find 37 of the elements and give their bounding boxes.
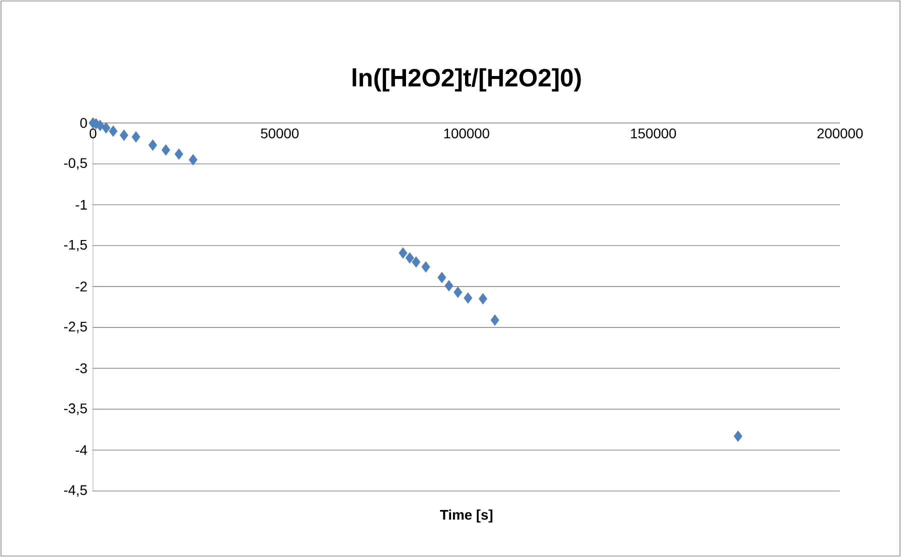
point — [412, 256, 420, 268]
point — [174, 148, 184, 160]
y-tick-label: -2 — [76, 282, 87, 292]
point — [405, 252, 414, 264]
y-tick-label: -3 — [76, 363, 87, 374]
point — [132, 131, 140, 143]
y-tick-label: -4 — [76, 445, 88, 455]
point — [438, 272, 446, 284]
chart-title: ln([H2O2]t/[H2O2]0) — [352, 68, 581, 92]
point — [454, 286, 462, 298]
point — [162, 144, 170, 156]
y-tick-label: -2,5 — [64, 322, 87, 334]
point — [108, 125, 118, 137]
point — [188, 154, 198, 166]
x-tick-label: 150000 — [631, 128, 676, 138]
point — [490, 314, 500, 326]
point — [734, 430, 742, 442]
point — [421, 261, 430, 273]
y-tick-label: 0 — [80, 118, 87, 128]
x-tick-label: 200000 — [817, 128, 863, 138]
y-tick-label: -1,5 — [64, 240, 87, 252]
y-tick-label: -4,5 — [64, 485, 87, 497]
x-axis-title: Time [s] — [440, 510, 492, 522]
point — [102, 122, 110, 134]
y-tick-label: -3,5 — [64, 403, 87, 415]
point — [464, 292, 472, 304]
point — [120, 130, 128, 141]
y-tick-label: -0,5 — [64, 158, 87, 170]
point — [148, 139, 158, 151]
point — [478, 293, 488, 305]
x-tick-label: 0 — [90, 128, 96, 138]
point — [398, 247, 408, 259]
x-tick-label: 100000 — [444, 128, 490, 138]
point — [96, 120, 104, 132]
x-tick-label: 50000 — [260, 128, 299, 138]
point — [444, 280, 454, 292]
y-tick-label: -1 — [76, 200, 87, 210]
